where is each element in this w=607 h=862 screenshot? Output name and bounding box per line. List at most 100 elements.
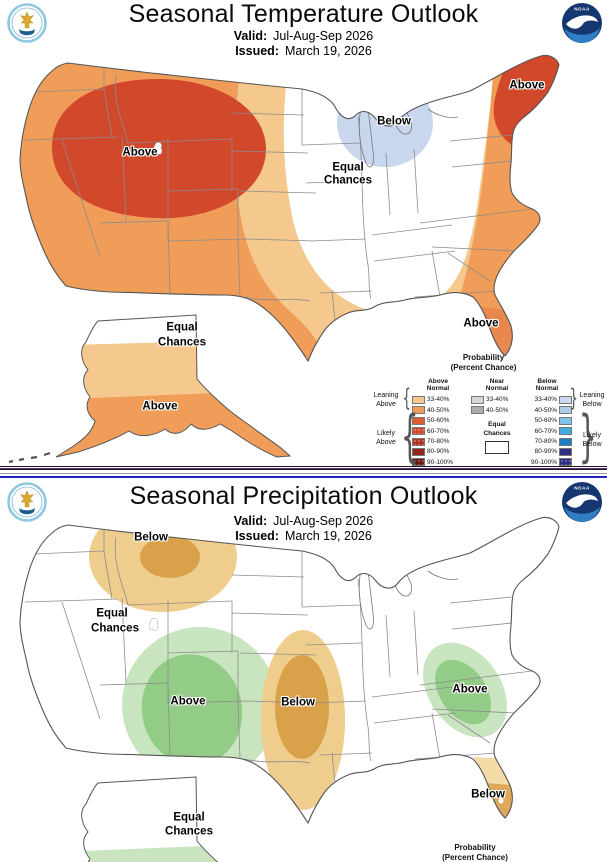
- south-florida-above-region: [480, 307, 516, 356]
- commerce-seal-logo: [7, 482, 47, 522]
- legend-column-near-normal: Near Normal 33-40% 40-50% Equal Chances: [471, 378, 523, 455]
- legend-range-label: 60-70%: [427, 427, 450, 435]
- legend-column-above-normal: Above Normal 33-40% 40-50% 50-60% 60-70% 70-…: [412, 378, 464, 466]
- precipitation-map: [19, 516, 560, 862]
- bracket-label-likely-above: Likely Above: [376, 430, 396, 447]
- legend-row: 40-50%: [412, 406, 464, 415]
- alaska-above-fringe-band: [70, 341, 215, 401]
- legend-header-above: Above Normal: [426, 378, 450, 393]
- noaa-logo-text: NOAA: [574, 486, 590, 491]
- label-florida-above: Above: [463, 317, 499, 330]
- legend-range-label: 70-80%: [427, 438, 450, 445]
- legend-title-line1: Probability: [462, 353, 505, 362]
- legend-row: 80-90%: [522, 447, 572, 456]
- legend-range-label: 40-50%: [486, 406, 509, 414]
- label-equal-chances-line2: Chances: [324, 174, 372, 187]
- legend-swatch: [471, 406, 484, 415]
- legend-row: 60-70%: [412, 427, 464, 436]
- northwest-below-core: [140, 536, 200, 578]
- issued-label: Issued:: [235, 44, 279, 58]
- legend-title-line2: (Percent Chance): [450, 363, 517, 372]
- precipitation-title: Seasonal Precipitation Outlook: [129, 482, 478, 510]
- legend-swatch: [412, 416, 425, 425]
- label-florida-below: Below: [471, 788, 505, 801]
- legend-swatch: [559, 406, 572, 415]
- legend-swatch: [471, 395, 484, 404]
- noaa-logo: NOAA: [562, 3, 602, 43]
- legend-range-label: 50-60%: [534, 417, 557, 425]
- legend-swatch: [412, 458, 425, 466]
- legend-swatch: [412, 427, 425, 436]
- bracket-label-likely-below: Likely Below: [582, 432, 602, 449]
- southeast-above-core: [435, 659, 491, 725]
- bracket-label-leaning-above: Leaning Above: [373, 392, 399, 409]
- legend-row: 33-40%: [412, 395, 464, 404]
- legend-swatch: [559, 447, 572, 456]
- noaa-logo: NOAA: [562, 482, 602, 522]
- bracket-label-leaning-below: Leaning Below: [579, 392, 605, 409]
- legend-row: 90-100%: [522, 458, 572, 466]
- legend-row: 40-50%: [471, 406, 523, 415]
- legend-swatch: [412, 437, 425, 446]
- legend-range-label: 40-50%: [534, 406, 557, 414]
- aleutian-islands: [7, 451, 52, 464]
- label-west-above: Above: [122, 146, 158, 159]
- legend-swatch: [559, 395, 572, 404]
- precipitation-valid-line: Valid: Jul-Aug-Sep 2026: [0, 514, 607, 528]
- temperature-map: [7, 54, 560, 464]
- plains-below-core: [275, 655, 329, 759]
- valid-value: Jul-Aug-Sep 2026: [273, 29, 374, 43]
- legend-swatch: [412, 447, 425, 456]
- florida-below-fringe: [474, 757, 515, 785]
- temperature-valid-line: Valid: Jul-Aug-Sep 2026: [0, 29, 607, 43]
- legend-swatch: [559, 458, 572, 466]
- label-alaska-above: Above: [142, 400, 178, 413]
- legend-range-label: 80-90%: [534, 448, 557, 456]
- legend-range-label: 80-90%: [427, 448, 450, 456]
- legend-title: Probability (Percent Chance): [372, 353, 595, 373]
- legend-range-label: 33-40%: [534, 396, 557, 404]
- label-alaska-equal-chances-line1: Equal: [173, 811, 205, 824]
- issued-value: March 19, 2026: [284, 44, 372, 58]
- legend-row: 70-80%: [412, 437, 464, 446]
- label-alaska-equal-chances-line2: Chances: [158, 336, 206, 349]
- label-equal-chances-line2: Chances: [91, 622, 139, 635]
- legend-equal-chances-swatch: [485, 441, 509, 455]
- legend-header-below: Below Normal: [535, 378, 559, 393]
- brace-likely-below: }: [578, 404, 597, 466]
- label-equal-chances-line1: Equal: [96, 607, 128, 620]
- legend-swatch: [559, 437, 572, 446]
- issued-value: March 19, 2026: [284, 529, 372, 543]
- brace-leaning-above: {: [402, 384, 411, 412]
- probability-legend: Probability (Percent Chance) Above Norma…: [372, 353, 605, 466]
- legend-row: 60-70%: [522, 427, 572, 436]
- precip-legend-title-line1: Probability: [454, 843, 496, 852]
- precip-legend-title-line2: (Percent Chance): [442, 853, 508, 862]
- legend-range-label: 90-100%: [530, 458, 557, 466]
- issued-label: Issued:: [235, 529, 279, 543]
- legend-equal-chances-label: Equal Chances: [483, 421, 511, 437]
- northeast-above-core-region: [493, 55, 559, 149]
- legend-row: 33-40%: [522, 395, 572, 404]
- legend-swatch: [412, 406, 425, 415]
- legend-range-label: 60-70%: [534, 427, 557, 435]
- legend-range-label: 40-50%: [427, 406, 450, 414]
- label-northwest-below: Below: [134, 531, 168, 544]
- precipitation-outlook-panel: Seasonal Precipitation Outlook Valid: Jul…: [0, 479, 607, 862]
- temperature-outlook-panel: Seasonal Temperature Outlook Valid: Jul-A…: [0, 0, 607, 466]
- great-salt-lake: [148, 618, 159, 631]
- label-northeast-above: Above: [509, 79, 545, 92]
- legend-row: 40-50%: [522, 406, 572, 415]
- legend-swatch: [559, 427, 572, 436]
- label-alaska-equal-chances-line1: Equal: [166, 321, 198, 334]
- valid-value: Jul-Aug-Sep 2026: [273, 514, 374, 528]
- valid-label: Valid:: [233, 514, 268, 528]
- label-southwest-above: Above: [170, 695, 206, 708]
- legend-range-label: 90-100%: [427, 458, 454, 466]
- panel-divider: [0, 466, 607, 479]
- legend-range-label: 33-40%: [486, 396, 509, 404]
- temperature-issued-line: Issued: March 19, 2026: [0, 44, 607, 58]
- legend-swatch: [412, 395, 425, 404]
- legend-header-near: Near Normal: [485, 378, 509, 393]
- legend-range-label: 50-60%: [427, 417, 450, 425]
